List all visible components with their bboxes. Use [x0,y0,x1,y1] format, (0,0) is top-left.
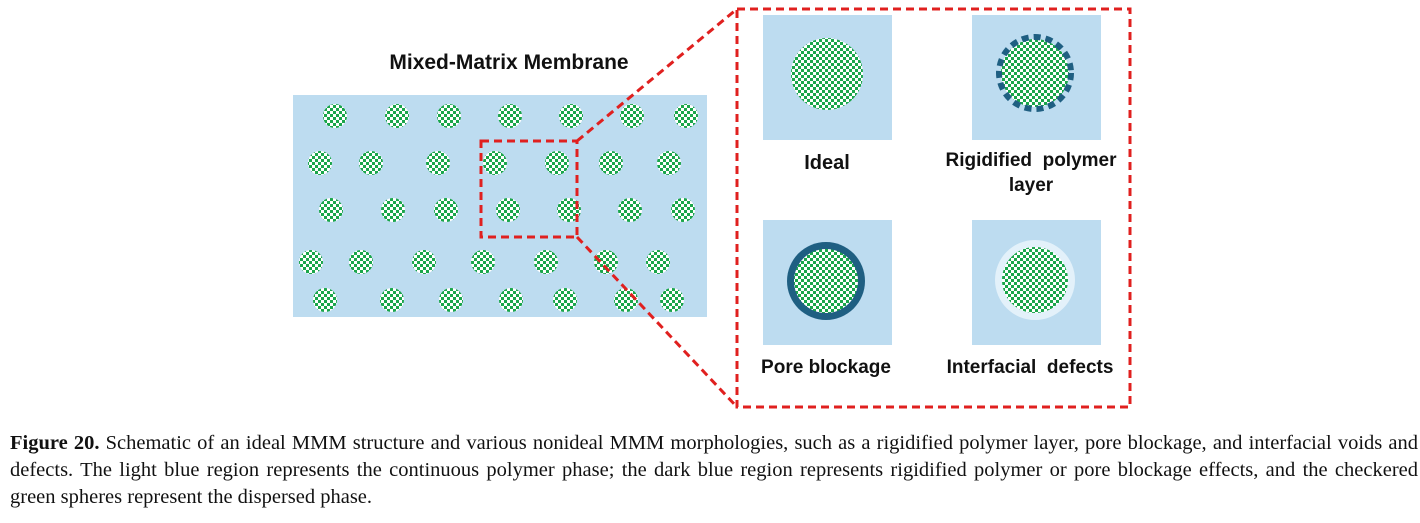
dispersed-particles [299,104,698,312]
caption-text: Schematic of an ideal MMM structure and … [10,432,1418,508]
filler-particle [660,288,684,312]
label-ideal: Ideal [804,152,850,174]
filler-particle [439,288,463,312]
filler-particle [594,250,618,274]
zoom-region [479,139,579,239]
filler-particle [553,288,577,312]
caption-label: Figure 20. [10,432,100,454]
filler-particle [437,104,461,128]
filler-particle [308,151,332,175]
filler-particle [646,250,670,274]
label-rigidified-line1: Rigidified polymer [945,150,1117,171]
callout-line-top [576,7,738,143]
filler-particle [380,288,404,312]
filler-particle [496,198,520,222]
label-pore-blockage: Pore blockage [761,357,891,378]
panel-interfacial-defects: Interfacial defects [947,220,1114,378]
figure-caption: Figure 20. Schematic of an ideal MMM str… [10,430,1418,511]
filler-particle [671,198,695,222]
filler-particle [618,198,642,222]
panel-pore-blockage: Pore blockage [761,220,892,378]
filler-particle [534,250,558,274]
filler-particle [412,250,436,274]
filler-particle [483,151,507,175]
panel-ideal: Ideal [763,15,892,174]
rigidified-particle [1001,39,1069,107]
filler-particle [313,288,337,312]
filler-particle [381,198,405,222]
panel-rigidified-polymer-layer: Rigidified polymer layer [945,15,1117,196]
filler-particle [599,151,623,175]
membrane-diagram: Mixed-Matrix Membrane Ideal Rigidified p… [293,7,1132,409]
filler-particle [557,198,581,222]
filler-particle [434,198,458,222]
filler-particle [349,250,373,274]
filler-particle [359,151,383,175]
ideal-particle [791,38,863,110]
filler-particle [499,288,523,312]
filler-particle [674,104,698,128]
filler-particle [319,198,343,222]
label-rigidified-line2: layer [1009,175,1054,196]
filler-particle [545,151,569,175]
pore-blockage-particle [794,249,858,313]
filler-particle [323,104,347,128]
filler-particle [385,104,409,128]
zoom-box [735,7,1132,409]
filler-particle [620,104,644,128]
label-interfacial-defects: Interfacial defects [947,357,1114,378]
filler-particle [471,250,495,274]
diagram-title: Mixed-Matrix Membrane [389,51,628,74]
filler-particle [559,104,583,128]
filler-particle [299,250,323,274]
rigidified-shell [996,34,1074,112]
filler-particle [426,151,450,175]
interfacial-particle [1002,247,1068,313]
filler-particle [657,151,681,175]
filler-particle [498,104,522,128]
